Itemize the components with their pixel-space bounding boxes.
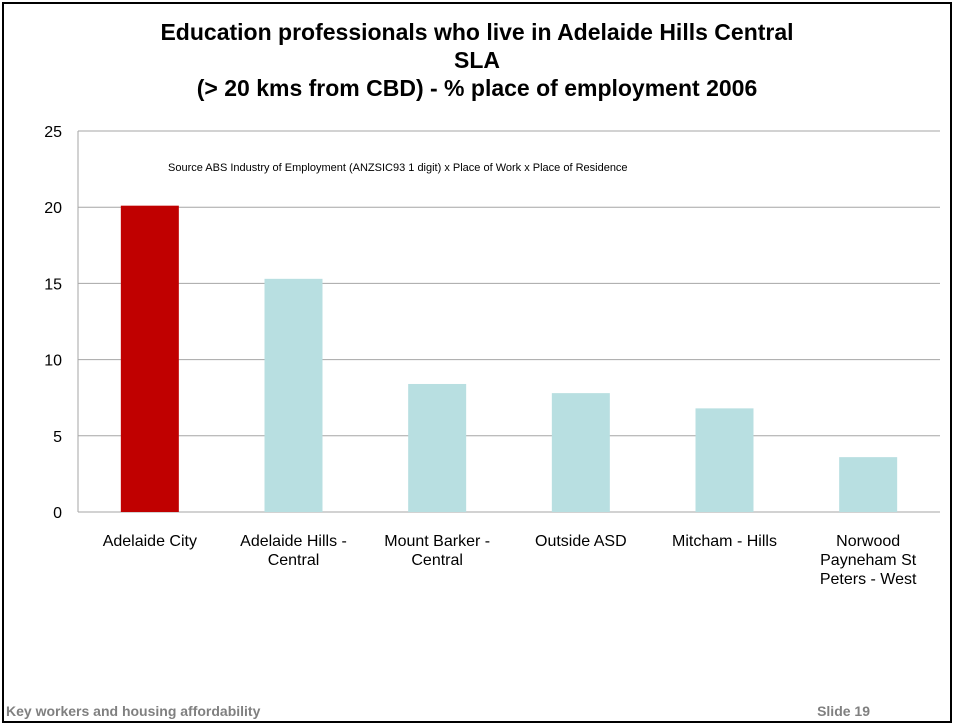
x-category-label: Mount Barker - Central [384, 533, 490, 569]
x-category-label-line: Mitcham - Hills [672, 533, 777, 550]
x-category-label-line: Payneham St [820, 552, 917, 569]
bar [264, 278, 323, 512]
bar [839, 457, 898, 512]
bar [695, 408, 754, 512]
x-category-label: Adelaide Hills - Central [240, 533, 347, 569]
x-category-label: Outside ASD [535, 533, 627, 550]
y-tick-label: 5 [53, 429, 62, 446]
x-category-label-line: Central [411, 552, 463, 569]
footer-slide-number: Slide 19 [817, 703, 870, 719]
y-tick-label: 10 [44, 353, 62, 370]
bar [408, 383, 467, 512]
x-category-label-line: Norwood [836, 533, 900, 550]
x-category-label-line: Mount Barker - [384, 533, 490, 550]
x-category-label-line: Adelaide Hills - [240, 533, 347, 550]
chart-title: Education professionals who live in Adel… [0, 18, 954, 102]
chart-title-line-1: Education professionals who live in Adel… [160, 19, 794, 45]
bar [120, 205, 179, 512]
bar [551, 393, 610, 512]
x-category-label-line: Peters - West [820, 571, 917, 588]
x-category-label: Norwood Payneham St Peters - West [820, 533, 917, 588]
x-category-label: Mitcham - Hills [672, 533, 777, 550]
y-tick-label: 25 [44, 124, 62, 141]
footer-presentation-title: Key workers and housing affordability [6, 703, 261, 719]
y-tick-label: 15 [44, 276, 62, 293]
y-tick-label: 20 [44, 200, 62, 217]
x-category-label-line: Adelaide City [103, 533, 197, 550]
chart-title-line-3: (> 20 kms from CBD) - % place of employm… [196, 75, 758, 101]
chart-title-line-2: SLA [454, 47, 500, 73]
x-category-label: Adelaide City [103, 533, 197, 550]
x-category-label-line: Central [268, 552, 320, 569]
y-tick-label: 0 [53, 505, 62, 522]
chart-annotation: Source ABS Industry of Employment (ANZSI… [168, 162, 628, 174]
x-category-label-line: Outside ASD [535, 533, 627, 550]
